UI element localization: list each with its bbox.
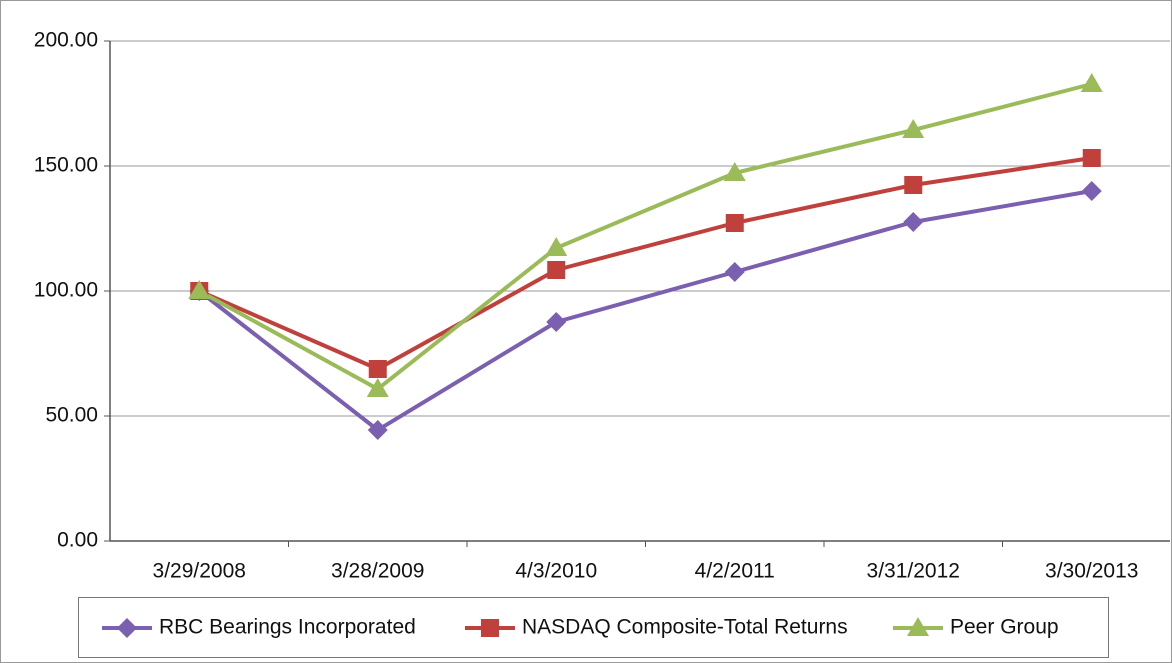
data-point bbox=[1080, 73, 1103, 92]
y-tick-label: 50.00 bbox=[45, 404, 98, 427]
y-tick-label: 0.00 bbox=[57, 529, 98, 552]
legend-marker bbox=[907, 617, 929, 636]
data-point bbox=[545, 237, 568, 256]
data-point bbox=[188, 280, 211, 299]
x-tick-label: 3/29/2008 bbox=[153, 560, 246, 583]
x-tick-label: 3/30/2013 bbox=[1045, 560, 1138, 583]
data-point bbox=[366, 378, 389, 397]
data-point bbox=[903, 212, 924, 232]
data-point bbox=[902, 119, 925, 138]
x-tick-label: 4/3/2010 bbox=[515, 560, 597, 583]
y-tick-label: 200.00 bbox=[34, 29, 98, 52]
data-point bbox=[368, 360, 387, 378]
x-tick-label: 3/28/2009 bbox=[331, 560, 424, 583]
y-tick-label: 150.00 bbox=[34, 154, 98, 177]
data-point bbox=[367, 420, 388, 440]
data-point bbox=[1082, 149, 1101, 167]
x-tick-label: 3/31/2012 bbox=[867, 560, 960, 583]
data-point bbox=[547, 261, 566, 279]
series-line bbox=[198, 189, 1093, 432]
data-point bbox=[725, 214, 744, 232]
legend-marker bbox=[117, 618, 137, 638]
data-point bbox=[546, 312, 567, 332]
legend-marker bbox=[481, 619, 499, 637]
data-point bbox=[723, 162, 746, 181]
legend-label: RBC Bearings Incorporated bbox=[159, 616, 416, 639]
y-tick-label: 100.00 bbox=[34, 279, 98, 302]
legend-label: Peer Group bbox=[950, 616, 1059, 639]
legend-label: NASDAQ Composite-Total Returns bbox=[522, 616, 848, 639]
data-point bbox=[1081, 181, 1102, 201]
series-line bbox=[198, 156, 1093, 371]
x-tick-label: 4/2/2011 bbox=[695, 560, 775, 583]
series-line bbox=[198, 82, 1093, 391]
data-point bbox=[724, 262, 745, 282]
data-point bbox=[904, 176, 923, 194]
